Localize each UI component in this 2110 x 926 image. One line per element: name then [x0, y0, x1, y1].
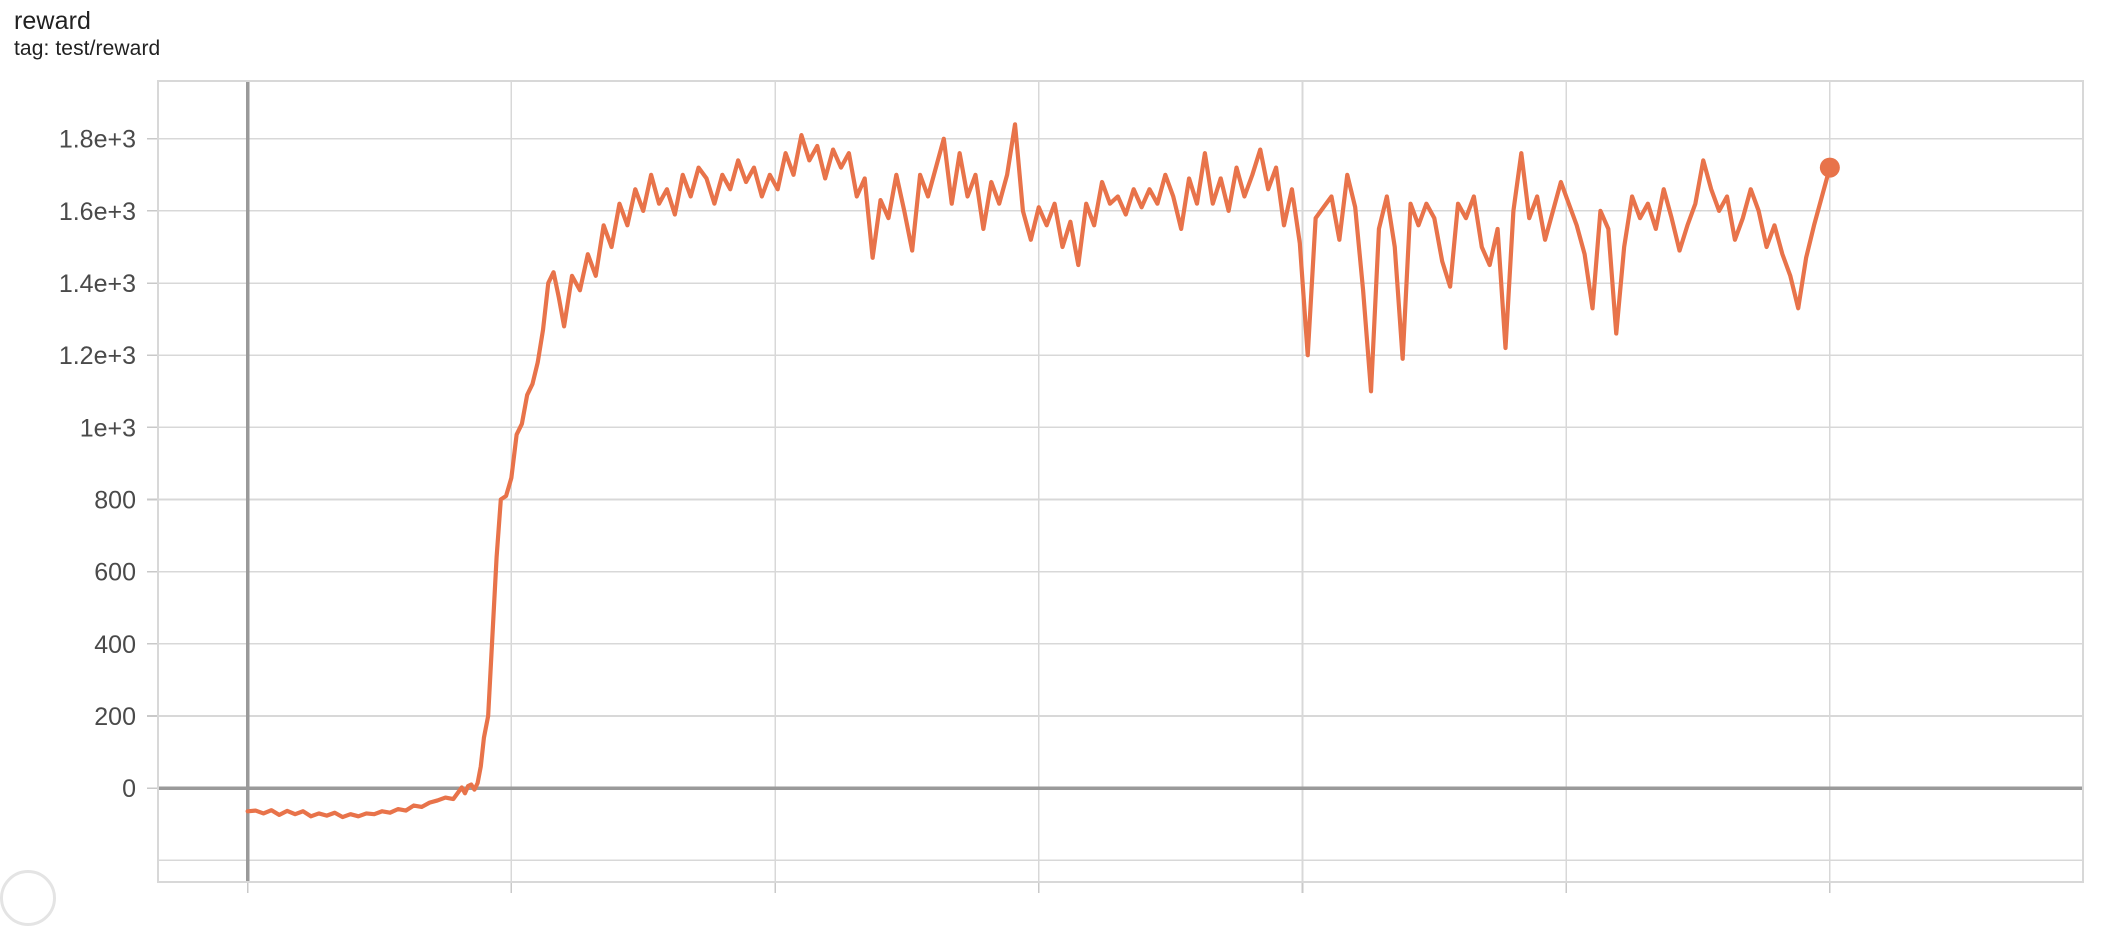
- page-title: reward: [14, 7, 92, 35]
- x-tick-label: 20M: [1278, 896, 1327, 900]
- x-tick-label: 10M: [751, 896, 800, 900]
- chart-tag-label: tag: test/reward: [14, 37, 161, 60]
- plot-frame: [157, 80, 2084, 883]
- decorative-corner-arc: [0, 870, 56, 926]
- y-tick-label: 600: [94, 559, 136, 587]
- y-tick-label: 1.6e+3: [59, 198, 136, 226]
- y-axis-tick-labels: 0 200 400 600 800 1e+3 1.2e+3 1.4e+3 1.6e+3 1.8e+…: [59, 126, 136, 803]
- tick-marks: [147, 137, 1831, 893]
- y-tick-label: 1.2e+3: [59, 342, 136, 370]
- x-tick-label: 25M: [1542, 896, 1591, 900]
- y-tick-label: 1.8e+3: [59, 126, 136, 154]
- x-tick-label: 15M: [1014, 896, 1063, 900]
- x-tick-label: 30M: [1806, 896, 1855, 900]
- series-group[interactable]: [245, 122, 1840, 820]
- y-tick-label: 800: [94, 487, 136, 515]
- y-tick-label: 1.4e+3: [59, 270, 136, 298]
- reward-line-chart[interactable]: 0 200 400 600 800 1e+3 1.2e+3 1.4e+3 1.6e+3 1.8e+…: [0, 0, 2110, 900]
- x-axis-tick-labels: 0 5M 10M 15M 20M 25M 30M: [241, 896, 1854, 900]
- y-tick-label: 200: [94, 703, 136, 731]
- chart-header: reward tag: test/reward: [14, 6, 914, 62]
- axis-lines: [158, 81, 2083, 882]
- y-tick-label: 1e+3: [80, 414, 136, 442]
- y-tick-label: 400: [94, 631, 136, 659]
- series-line-test-reward[interactable]: [245, 122, 1832, 820]
- last-point-marker[interactable]: [1819, 157, 1840, 178]
- horizontal-gridlines: [158, 137, 2083, 862]
- x-tick-label: 0: [241, 896, 255, 900]
- vertical-gridlines: [510, 81, 1831, 882]
- x-tick-label: 5M: [494, 896, 529, 900]
- y-tick-label: 0: [122, 775, 136, 803]
